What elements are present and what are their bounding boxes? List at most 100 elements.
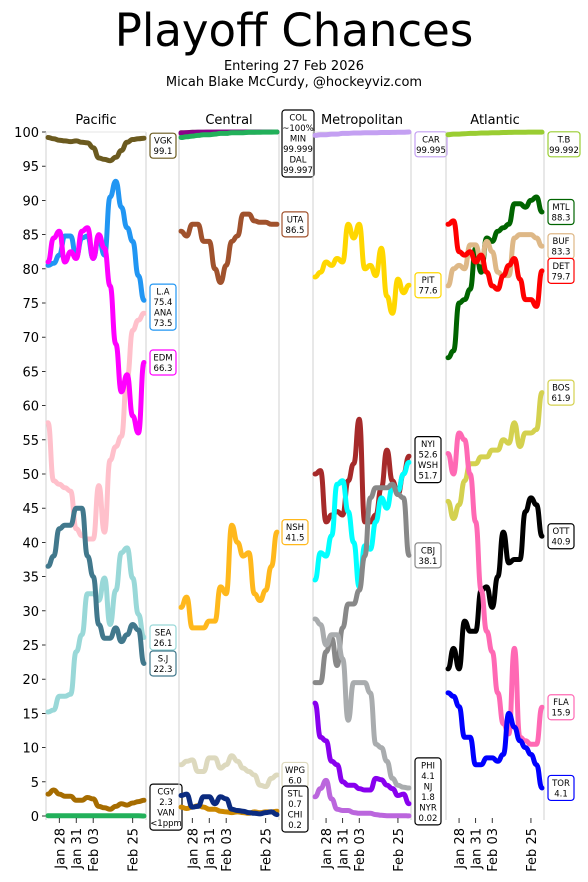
end-label-text: 0.7 bbox=[288, 800, 302, 810]
end-label-text: ~100% bbox=[282, 124, 313, 134]
end-label-text: CBJ bbox=[421, 546, 435, 556]
end-label-box bbox=[547, 257, 575, 284]
end-label-box bbox=[547, 379, 575, 406]
series-line-nyr bbox=[312, 777, 412, 819]
end-label-text: 86.5 bbox=[286, 226, 305, 236]
end-label-text: CHI bbox=[288, 811, 303, 821]
end-label-text: VAN bbox=[157, 809, 174, 819]
series-line-bos bbox=[445, 390, 545, 521]
end-label-text: 38.1 bbox=[419, 557, 438, 567]
series-line-edm bbox=[45, 225, 147, 436]
end-label-box bbox=[547, 523, 575, 550]
end-label-text: BOS bbox=[552, 384, 570, 394]
x-tick-label: Jan 31 bbox=[203, 828, 218, 870]
end-label-text: 83.3 bbox=[552, 248, 571, 258]
y-tick-label: 5 bbox=[31, 776, 39, 791]
end-label-box bbox=[547, 131, 581, 158]
end-label-text: CGY bbox=[157, 788, 175, 798]
y-tick-label: 50 bbox=[22, 468, 39, 483]
y-tick-label: 15 bbox=[22, 707, 39, 722]
end-label-text: EDM bbox=[153, 354, 172, 364]
end-label-text: UTA bbox=[287, 215, 304, 225]
series-line-nj bbox=[312, 700, 412, 807]
end-label-text: NYI bbox=[421, 440, 435, 450]
chart-subtitle-line-1: Entering 27 Feb 2026 bbox=[223, 59, 365, 74]
y-axis: 0 5 10 15 20 25 30 35 40 45 50 55 60 65 70 75 80 85 90 95 10… bbox=[14, 126, 46, 825]
y-tick-label: 100 bbox=[14, 126, 39, 141]
end-label-text: 66.3 bbox=[154, 364, 173, 374]
end-label-text: 99.997 bbox=[283, 166, 313, 176]
end-label-box bbox=[281, 211, 309, 238]
chart-title: Playoff Chances bbox=[114, 4, 474, 57]
x-tick-label: Jan 28 bbox=[453, 828, 468, 870]
end-label-text: PHI bbox=[421, 761, 435, 771]
series-line-s-j bbox=[45, 505, 147, 666]
x-tick-label: Feb 25 bbox=[525, 828, 540, 872]
end-label-box bbox=[414, 757, 442, 826]
end-label-box bbox=[414, 131, 448, 158]
end-label-text: COL bbox=[289, 114, 307, 124]
end-label-text: VGK bbox=[154, 137, 172, 147]
y-tick-label: 35 bbox=[22, 571, 39, 586]
series-line-t-b bbox=[445, 129, 545, 138]
end-label-text: 88.3 bbox=[552, 214, 571, 224]
end-label-text: WSH bbox=[418, 461, 438, 471]
x-tick-label: Jan 28 bbox=[320, 828, 335, 870]
x-tick-label: Jan 28 bbox=[186, 828, 201, 870]
end-label-box bbox=[281, 109, 315, 178]
y-tick-label: 90 bbox=[22, 194, 39, 209]
x-tick-label: Feb 03 bbox=[353, 828, 368, 872]
end-label-text: DAL bbox=[290, 156, 307, 166]
end-label-text: 61.9 bbox=[552, 394, 571, 404]
end-label-text: STL bbox=[287, 790, 303, 800]
end-label-text: 1.8 bbox=[421, 793, 435, 803]
series-line-pit bbox=[312, 221, 412, 316]
division-title: Pacific bbox=[75, 113, 116, 128]
y-tick-label: 75 bbox=[22, 297, 39, 312]
series-line-buf bbox=[445, 232, 545, 289]
end-label-text: <1ppm bbox=[150, 819, 182, 829]
end-label-text: NYR bbox=[419, 803, 437, 813]
y-tick-label: 40 bbox=[22, 536, 39, 551]
division-title: Metropolitan bbox=[321, 113, 403, 128]
end-label-text: 52.6 bbox=[419, 451, 438, 461]
end-label-text: S.J bbox=[158, 654, 169, 664]
end-label-box bbox=[547, 774, 575, 802]
end-label-text: TOR bbox=[551, 779, 570, 789]
end-label-text: 0.02 bbox=[419, 814, 438, 824]
end-label-text: FLA bbox=[553, 698, 569, 708]
series-line-phi bbox=[312, 616, 412, 791]
end-label-text: 40.9 bbox=[552, 538, 571, 548]
end-label-text: 73.5 bbox=[154, 319, 173, 329]
chart-subtitle-line-2: Micah Blake McCurdy, @hockeyviz.com bbox=[165, 75, 423, 90]
end-label-text: MIN bbox=[290, 135, 306, 145]
end-label-text: 2.3 bbox=[159, 798, 173, 808]
series-line-nsh bbox=[178, 522, 280, 631]
y-tick-label: 20 bbox=[22, 673, 39, 688]
end-label-text: 99.992 bbox=[549, 146, 579, 156]
series-line-det bbox=[445, 218, 545, 309]
end-label-box bbox=[281, 785, 309, 833]
division-panel-metropolitan: Metropolitan Jan 28 Jan 31 Feb 03 Feb 25 CAR9… bbox=[312, 113, 448, 872]
series-line-fla bbox=[445, 430, 545, 747]
series-line-wpg bbox=[178, 753, 280, 790]
x-tick-label: Jan 31 bbox=[470, 828, 485, 870]
series-line-cgy bbox=[45, 787, 147, 812]
end-label-text: NSH bbox=[286, 523, 304, 533]
end-label-box bbox=[414, 272, 442, 299]
end-label-text: T.B bbox=[557, 135, 571, 145]
y-tick-label: 25 bbox=[22, 639, 39, 654]
end-label-text: MTL bbox=[552, 203, 570, 213]
end-label-box bbox=[149, 132, 177, 159]
end-label-box bbox=[149, 624, 177, 651]
end-label-text: 15.9 bbox=[552, 709, 571, 719]
